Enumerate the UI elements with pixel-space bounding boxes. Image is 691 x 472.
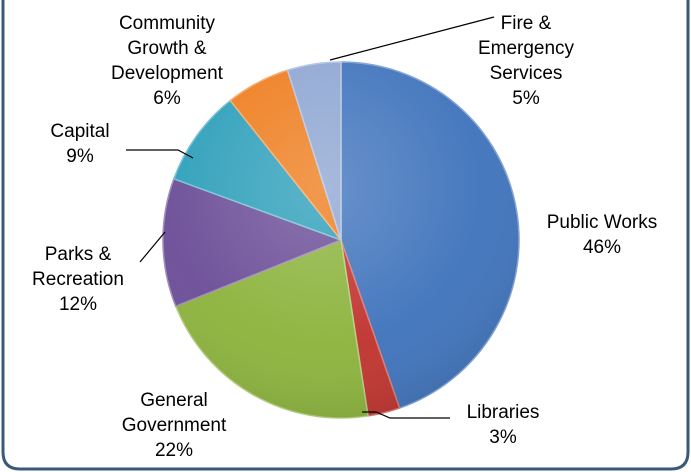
pie-slices — [162, 61, 520, 419]
slice-label-line: Recreation — [32, 269, 124, 290]
slice-label-line: 12% — [59, 294, 97, 315]
slice-label-line: Libraries — [467, 402, 540, 423]
slice-label-line: 3% — [489, 427, 517, 448]
slice-label-4: Capital 9% — [50, 121, 109, 167]
leader-lines — [126, 16, 495, 419]
slice-label-line: Development — [111, 63, 224, 84]
slice-label-0: Public Works 46% — [547, 212, 658, 258]
slice-label-line: 46% — [583, 237, 621, 258]
leader-line-6 — [329, 16, 495, 61]
slice-label-line: 5% — [512, 88, 540, 109]
slice-label-2: General Government 22% — [122, 390, 227, 461]
slice-label-line: Capital — [50, 121, 109, 142]
slice-labels: Public Works 46% Libraries 3% General Governm… — [32, 13, 657, 461]
slice-label-1: Libraries 3% — [467, 402, 540, 448]
slice-label-6: Fire & Emergency Services 5% — [478, 13, 575, 109]
slice-label-line: Emergency — [478, 38, 575, 59]
slice-label-line: Parks & — [45, 244, 112, 265]
slice-label-5: Community Growth & Development 6% — [111, 13, 224, 109]
slice-label-line: General — [140, 390, 208, 411]
slice-label-line: Public Works — [547, 212, 658, 233]
slice-label-line: Services — [490, 63, 563, 84]
leader-line-1 — [362, 411, 450, 419]
slice-label-line: Community — [119, 13, 216, 34]
slice-label-line: 22% — [155, 440, 193, 461]
slice-label-line: 9% — [66, 146, 94, 167]
slice-label-line: 6% — [153, 88, 181, 109]
leader-line-3 — [139, 231, 166, 263]
slice-label-3: Parks & Recreation 12% — [32, 244, 124, 315]
slice-label-line: Government — [122, 415, 227, 436]
slice-label-line: Growth & — [127, 38, 207, 59]
leader-line-4 — [126, 149, 194, 159]
slice-label-line: Fire & — [501, 13, 552, 34]
